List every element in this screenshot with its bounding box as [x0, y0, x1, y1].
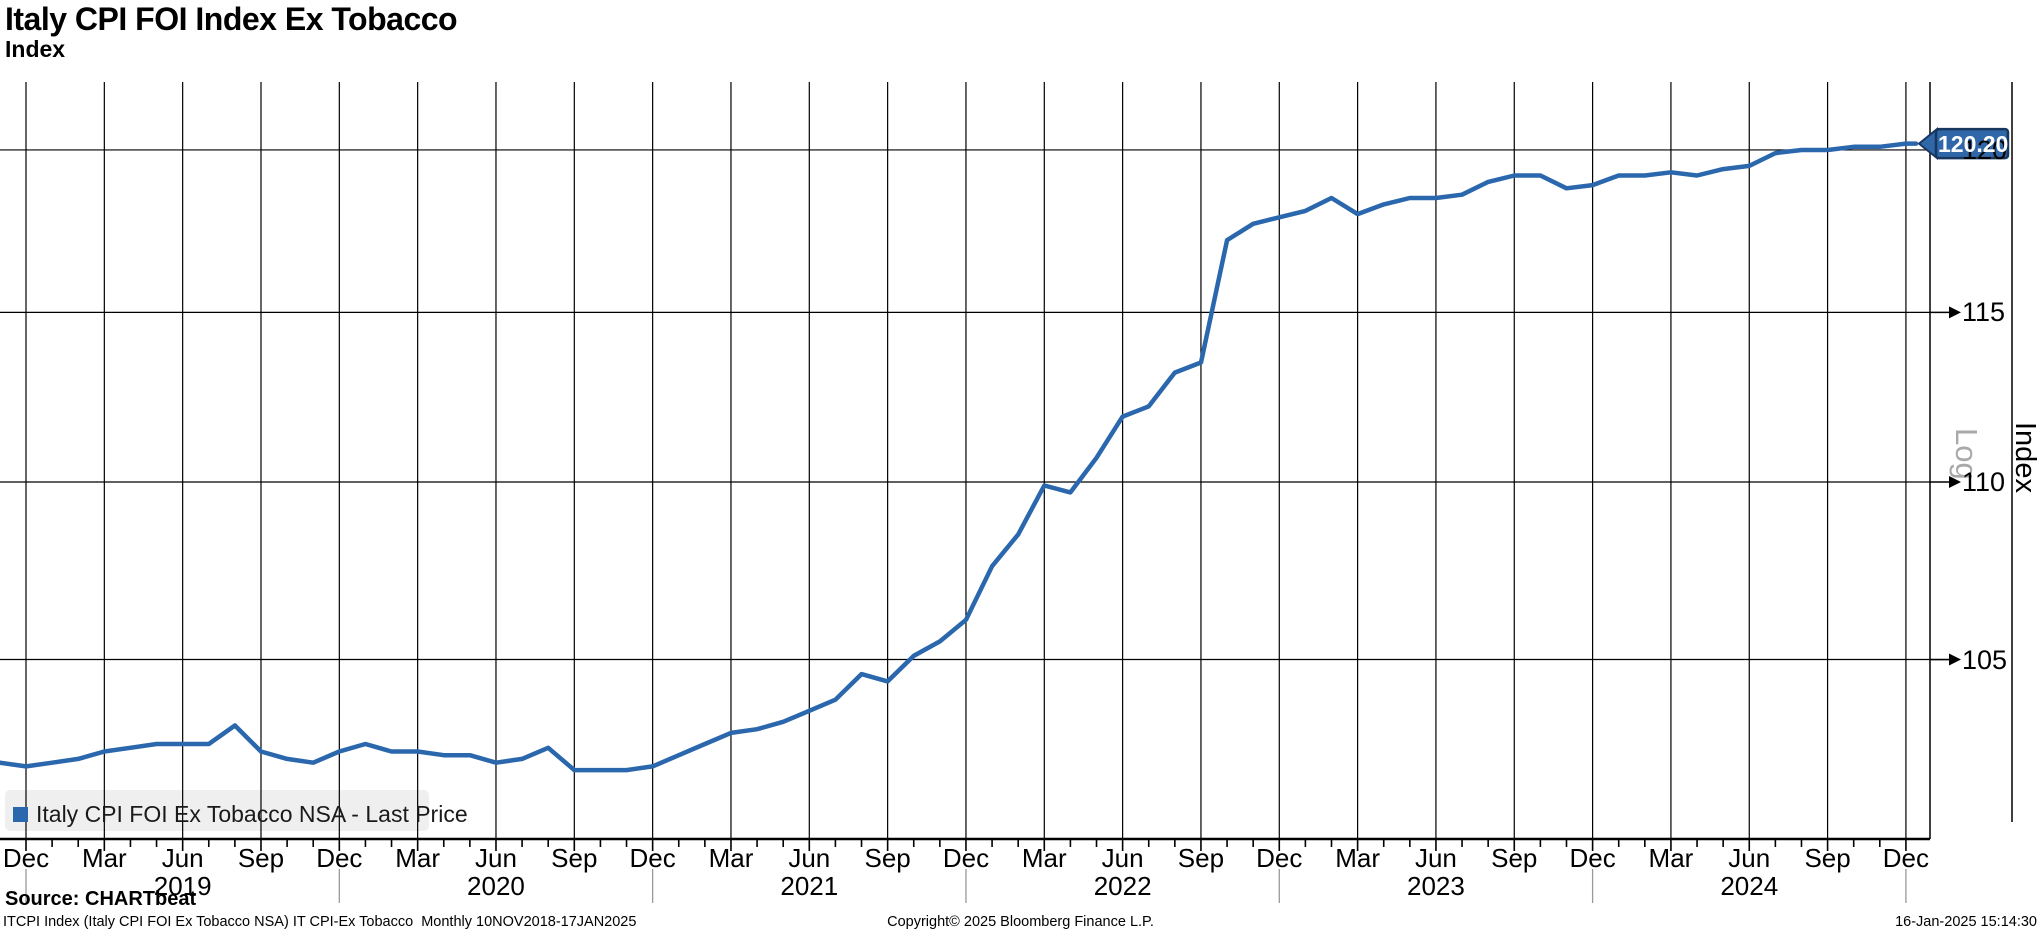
- timestamp: 16-Jan-2025 15:14:30: [1895, 914, 2037, 930]
- year-label: 2020: [467, 871, 525, 901]
- legend-item[interactable]: Italy CPI FOI Ex Tobacco NSA - Last Pric…: [13, 801, 468, 828]
- x-tick-label: Dec: [1569, 843, 1616, 873]
- x-tick-label: Sep: [1491, 843, 1538, 873]
- x-tick-label: Dec: [629, 843, 676, 873]
- x-tick-label: Dec: [1256, 843, 1303, 873]
- security-description-note: ITCPI Index (Italy CPI FOI Ex Tobacco NS…: [3, 914, 637, 930]
- y-tick-label: 105: [1962, 644, 2008, 675]
- x-tick-label: Mar: [708, 843, 754, 873]
- x-tick-label: Sep: [1804, 843, 1851, 873]
- x-tick-label: Mar: [395, 843, 441, 873]
- year-label: 2021: [780, 871, 839, 901]
- legend-label: Italy CPI FOI Ex Tobacco NSA - Last Pric…: [36, 801, 468, 827]
- x-tick-label: Sep: [237, 843, 285, 873]
- y-scale-log-label[interactable]: Log: [1949, 428, 1984, 480]
- last-price-badge-shape: [1917, 127, 2010, 161]
- y-tick-label: 110: [1962, 467, 2006, 497]
- x-tick-label: Jun: [1101, 843, 1144, 873]
- page-title: Italy CPI FOI Index Ex Tobacco: [5, 1, 458, 37]
- x-tick-label: Jun: [788, 843, 831, 873]
- year-label: 2024: [1720, 871, 1779, 901]
- y-tick-label: 115: [1962, 297, 2006, 328]
- x-tick-label: Jun: [161, 843, 204, 873]
- x-tick-label: Sep: [864, 843, 911, 873]
- year-label: 2022: [1093, 871, 1152, 901]
- x-tick-label: Sep: [551, 843, 598, 873]
- x-tick-label: Mar: [1335, 843, 1380, 873]
- y-tick-label: 120: [1962, 134, 2008, 165]
- year-label: 2019: [153, 871, 212, 901]
- x-tick-label: Jun: [1728, 843, 1771, 873]
- legend-swatch-icon: [13, 807, 28, 822]
- last-price-badge: 120.20: [1938, 130, 2009, 157]
- source-line: Source: CHARTbeat: [5, 888, 197, 910]
- x-tick-label: Dec: [316, 843, 363, 873]
- x-tick-label: Jun: [475, 843, 517, 873]
- x-tick-label: Sep: [1177, 843, 1225, 873]
- year-label: 2023: [1407, 871, 1465, 901]
- x-tick-label: Dec: [2, 843, 50, 873]
- x-tick-label: Jun: [1414, 843, 1457, 873]
- x-tick-label: Dec: [942, 843, 990, 873]
- x-tick-label: Mar: [1648, 843, 1694, 873]
- y-axis-title: Index: [2009, 422, 2041, 493]
- x-tick-label: Mar: [81, 843, 127, 873]
- axis-units-subtitle: Index: [5, 36, 66, 62]
- copyright-note: Copyright© 2025 Bloomberg Finance L.P.: [887, 914, 1154, 930]
- x-tick-label: Dec: [1882, 843, 1930, 873]
- x-tick-label: Mar: [1021, 843, 1067, 873]
